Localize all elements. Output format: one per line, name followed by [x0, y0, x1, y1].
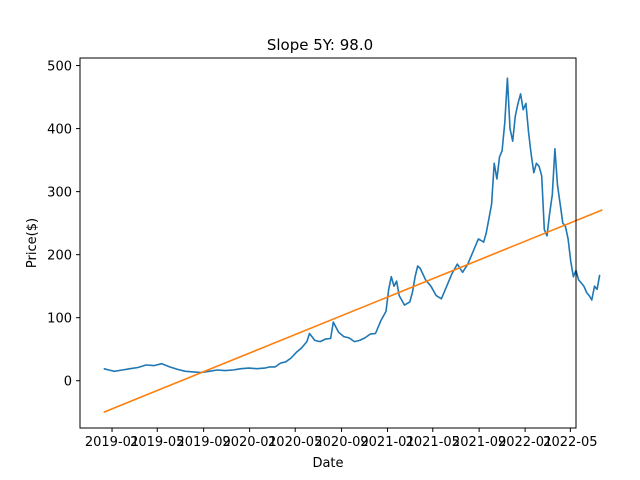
x-tick-label: 2020-09 [314, 435, 368, 450]
series-line-1 [103, 77, 601, 374]
x-tick-label: 2020-05 [268, 435, 322, 450]
y-tick-label: 200 [47, 249, 72, 264]
x-axis: 2019-012019-052019-092020-012020-052020-… [85, 428, 598, 450]
chart-title: Slope 5Y: 98.0 [267, 36, 373, 54]
x-tick-label: 2021-09 [452, 435, 506, 450]
y-tick-label: 0 [64, 375, 72, 390]
x-tick-label: 2021-05 [406, 435, 460, 450]
x-tick-label: 2022-01 [498, 435, 552, 450]
y-axis: 0 100 200 300 400 500 [47, 60, 80, 390]
x-tick-label: 2020-01 [222, 435, 276, 450]
x-axis-label: Date [312, 456, 343, 471]
x-tick-label: 2021-01 [360, 435, 414, 450]
x-tick-label: 2019-05 [130, 435, 184, 450]
x-tick-label: 2019-01 [85, 435, 139, 450]
x-tick-label: 2019-09 [176, 435, 230, 450]
y-tick-label: 300 [47, 186, 72, 201]
y-tick-label: 500 [47, 60, 72, 75]
x-tick-label: 2022-05 [543, 435, 597, 450]
y-axis-label: Price($) [25, 218, 40, 268]
y-tick-label: 100 [47, 312, 72, 327]
plot-frame [79, 57, 577, 429]
plot-area [103, 77, 603, 413]
series-line-2 [103, 209, 603, 413]
y-tick-label: 400 [47, 123, 72, 138]
